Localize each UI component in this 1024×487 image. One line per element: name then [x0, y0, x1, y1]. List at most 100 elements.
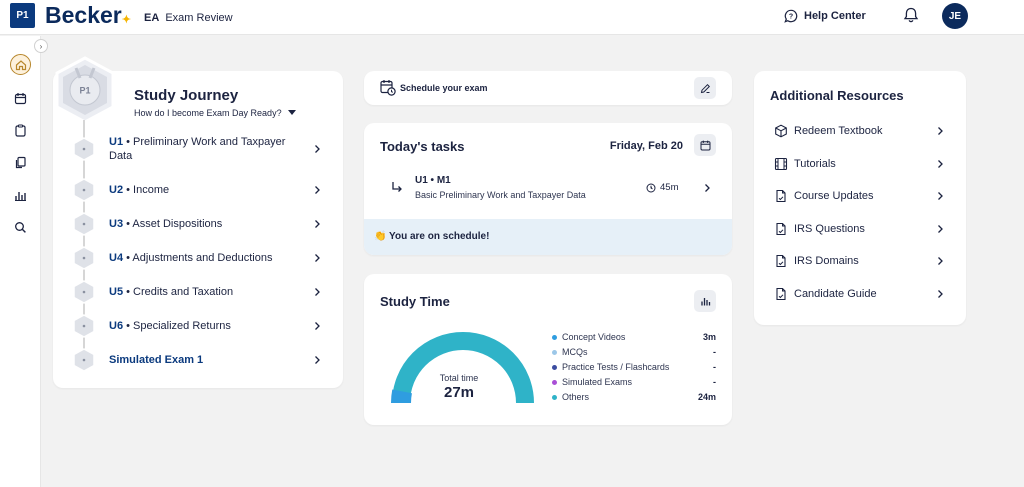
task-code: U1 • M1: [415, 175, 451, 186]
legend-label: Others: [562, 392, 590, 402]
study-time-title: Study Time: [380, 294, 450, 309]
journey-unit-2[interactable]: U2 • Income: [73, 176, 323, 204]
nav-copy[interactable]: [13, 155, 28, 170]
unit-label: U4 • Adjustments and Deductions: [109, 251, 294, 265]
document-icon: [776, 287, 786, 301]
clock-icon: [646, 183, 656, 192]
unit-separator: •: [123, 136, 134, 148]
resource-course-updates[interactable]: Course Updates: [774, 187, 946, 205]
legend-dot: [552, 350, 557, 355]
bar-chart-icon: [700, 297, 710, 305]
study-journey-title: Study Journey: [134, 87, 239, 104]
resource-candidate-guide[interactable]: Candidate Guide: [774, 285, 946, 303]
schedule-exam-card[interactable]: Schedule your exam: [364, 71, 732, 105]
nav-search[interactable]: [13, 220, 28, 235]
study-time-chart-button[interactable]: [694, 290, 716, 312]
nav-calendar[interactable]: [13, 91, 28, 106]
document-icon: [776, 222, 786, 236]
legend-dot: [552, 395, 557, 400]
additional-resources-card: Additional Resources Redeem Textbook Tuto…: [754, 71, 966, 325]
study-time-card: Study Time Total time 27m Concept Videos…: [364, 274, 732, 425]
unit-title: Preliminary Work and Taxpayer Data: [109, 136, 286, 162]
legend-dot: [552, 365, 557, 370]
resource-irs-domains[interactable]: IRS Domains: [774, 252, 946, 270]
total-time-value: 27m: [443, 384, 475, 401]
journey-unit-3[interactable]: U3 • Asset Dispositions: [73, 210, 323, 238]
nav-analytics[interactable]: [13, 188, 28, 203]
chevron-right-icon: [315, 145, 320, 153]
gauge-progress-arc: [391, 389, 412, 404]
unit-separator: •: [123, 218, 133, 230]
nav-clipboard[interactable]: [13, 123, 28, 138]
journey-unit-5[interactable]: U5 • Credits and Taxation: [73, 278, 323, 306]
journey-unit-1[interactable]: U1 • Preliminary Work and Taxpayer Data: [73, 135, 323, 163]
journey-unit-7[interactable]: Simulated Exam 1: [73, 346, 323, 374]
unit-label: U5 • Credits and Taxation: [109, 285, 294, 299]
exam-day-ready-dropdown[interactable]: How do I become Exam Day Ready?: [134, 108, 296, 118]
help-chat-icon: ?: [784, 9, 798, 23]
chevron-right-icon: [938, 192, 943, 200]
legend-value: -: [713, 347, 716, 357]
edit-schedule-button[interactable]: [694, 77, 716, 99]
unit-hex-icon: [73, 178, 95, 202]
legend-value: -: [713, 362, 716, 372]
unit-title: Credits and Taxation: [133, 286, 234, 298]
chevron-right-icon: [938, 160, 943, 168]
resource-redeem-textbook[interactable]: Redeem Textbook: [774, 122, 946, 140]
unit-title: Adjustments and Deductions: [132, 252, 273, 264]
unit-hex-icon: [73, 314, 95, 338]
resource-label: Candidate Guide: [794, 288, 877, 300]
subdirectory-arrow-icon: [392, 182, 402, 192]
becker-logo[interactable]: Becker✦: [45, 2, 131, 29]
document-icon: [776, 189, 786, 203]
unit-title: Asset Dispositions: [132, 218, 223, 230]
legend-item: Concept Videos 3m: [552, 331, 718, 346]
task-duration: 45m: [646, 182, 678, 193]
unit-title: Specialized Returns: [133, 320, 231, 332]
unit-label: U2 • Income: [109, 183, 294, 197]
home-icon: [15, 59, 26, 70]
study-time-legend: Concept Videos 3m MCQs - Practice Tests / Fl…: [552, 331, 718, 406]
rail-toggle-button[interactable]: ›: [34, 39, 48, 53]
task-description: Basic Preliminary Work and Taxpayer Data: [415, 190, 586, 200]
chevron-right-icon: [938, 290, 943, 298]
unit-separator: •: [123, 286, 134, 298]
resource-label: Redeem Textbook: [794, 125, 883, 137]
resource-tutorials[interactable]: Tutorials: [774, 155, 946, 173]
journey-unit-4[interactable]: U4 • Adjustments and Deductions: [73, 244, 323, 272]
tasks-calendar-button[interactable]: [694, 134, 716, 156]
unit-label: U1 • Preliminary Work and Taxpayer Data: [109, 135, 294, 163]
legend-item: Simulated Exams -: [552, 376, 718, 391]
chevron-right-icon: [315, 356, 320, 364]
resource-label: IRS Questions: [794, 223, 865, 235]
user-avatar[interactable]: JE: [942, 3, 968, 29]
chevron-right-icon: [315, 322, 320, 330]
task-item[interactable]: U1 • M1 Basic Preliminary Work and Taxpa…: [380, 172, 720, 206]
document-icon: [776, 254, 786, 268]
legend-label: Simulated Exams: [562, 377, 633, 387]
schedule-exam-label: Schedule your exam: [400, 83, 488, 93]
legend-label: Concept Videos: [562, 332, 626, 342]
resource-irs-questions[interactable]: IRS Questions: [774, 220, 946, 238]
nav-home[interactable]: [10, 54, 31, 75]
legend-label: Practice Tests / Flashcards: [562, 362, 670, 372]
chevron-right-icon: [938, 225, 943, 233]
chevron-right-icon: [705, 184, 710, 192]
course-badge[interactable]: P1: [10, 3, 35, 28]
chevron-right-icon: [315, 220, 320, 228]
total-time-label: Total time: [439, 373, 479, 383]
product-name: Exam Review: [165, 12, 233, 24]
unit-hex-icon: [73, 212, 95, 236]
edit-icon: [700, 83, 710, 93]
unit-separator: •: [123, 252, 133, 264]
product-title: EA Exam Review: [144, 12, 233, 24]
journey-unit-6[interactable]: U6 • Specialized Returns: [73, 312, 323, 340]
unit-code: Simulated Exam 1: [109, 354, 204, 366]
chevron-right-icon: [315, 186, 320, 194]
todays-tasks-card: Today's tasks Friday, Feb 20 U1 • M1 Bas…: [364, 123, 732, 255]
help-center-button[interactable]: ? Help Center: [784, 8, 866, 24]
unit-hex-icon: [73, 137, 95, 161]
bell-icon[interactable]: [902, 6, 920, 24]
caret-down-icon: [287, 110, 296, 115]
gauge-track: [392, 332, 534, 404]
